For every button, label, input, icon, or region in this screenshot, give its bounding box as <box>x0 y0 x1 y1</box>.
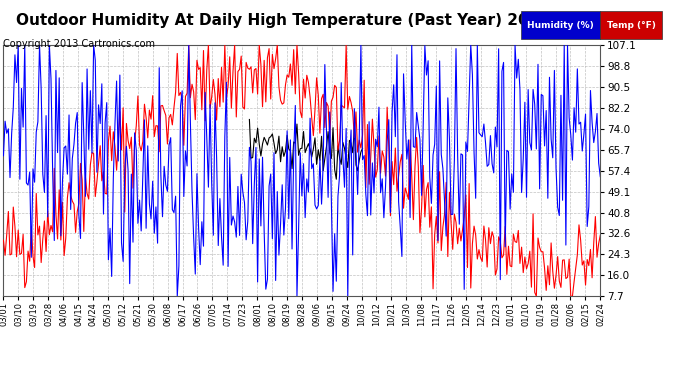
Text: Temp (°F): Temp (°F) <box>607 21 656 30</box>
Text: Humidity (%): Humidity (%) <box>527 21 594 30</box>
Text: Outdoor Humidity At Daily High Temperature (Past Year) 20130301: Outdoor Humidity At Daily High Temperatu… <box>16 13 591 28</box>
Text: Copyright 2013 Cartronics.com: Copyright 2013 Cartronics.com <box>3 39 155 50</box>
